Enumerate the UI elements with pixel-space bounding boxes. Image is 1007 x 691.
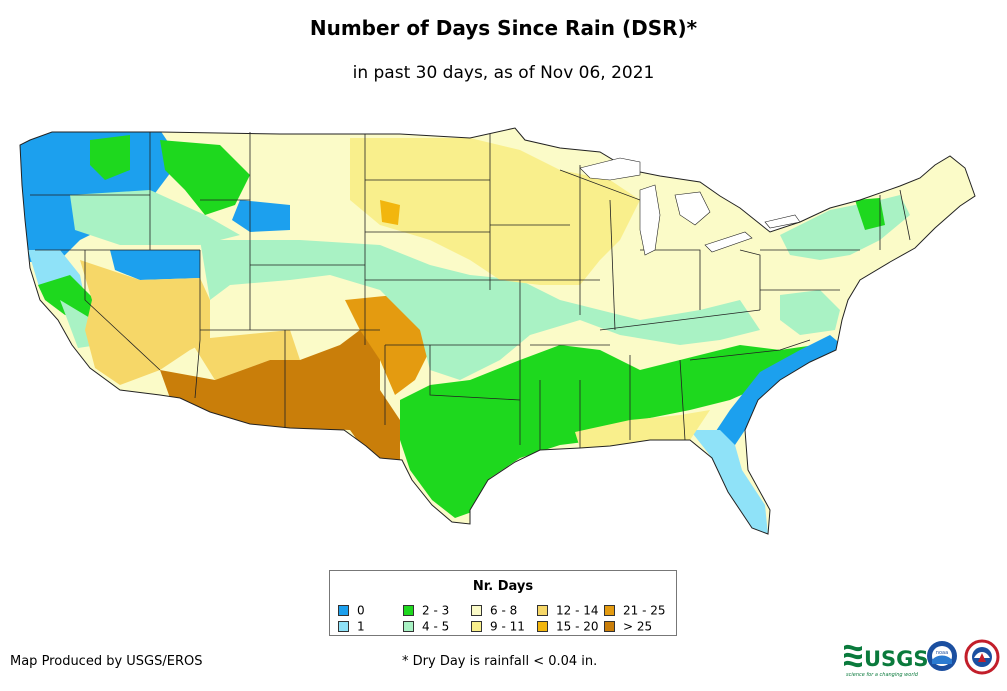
legend-label: > 25 [623,619,653,634]
region-idaho-0 [232,200,290,232]
usgs-logo: USGS science for a changing world [844,644,929,678]
logos-svg: USGS science for a changing world noaa [844,639,1000,678]
legend-label: 15 - 20 [556,619,599,634]
region-calcoast-2 [38,275,95,318]
noaa-logo: noaa [927,641,957,671]
great-lake-ontario [764,214,801,229]
great-lake-erie [704,231,753,253]
legend-item-8: 21 - 25 [604,604,666,617]
legend-swatch [403,621,414,632]
credit-text: Map Produced by USGS/EROS [10,654,203,669]
legend-swatch [471,621,482,632]
legend-swatch [604,621,615,632]
legend-item-5: 9 - 11 [471,620,525,633]
legend-swatch [338,605,349,616]
region-gulf-yellow [575,410,710,448]
legend-swatch [338,621,349,632]
state-boundaries [19,127,976,535]
region-midwest-yellow [350,138,640,285]
legend-label: 12 - 14 [556,603,599,618]
region-pnw-green [90,135,130,180]
map-title: Number of Days Since Rain (DSR)* [309,16,698,40]
legend-label: 1 [357,619,365,634]
region-az-brown [160,330,400,460]
us-map-svg [19,127,976,535]
legend-label: 9 - 11 [490,619,525,634]
legend-item-9: > 25 [604,620,652,633]
legend-item-4: 6 - 8 [471,604,517,617]
region-nevada-gold [80,260,210,385]
legend-item-6: 12 - 14 [537,604,599,617]
legend-label: 0 [357,603,365,618]
usgs-text: USGS [864,647,929,671]
noaa-text: noaa [936,650,948,656]
legend-label: 21 - 25 [623,603,666,618]
region-az-gold [190,330,300,380]
legend-item-7: 15 - 20 [537,620,599,633]
map-subtitle: in past 30 days, as of Nov 06, 2021 [352,63,655,83]
legend-label: 4 - 5 [422,619,450,634]
great-lake-huron [674,191,711,226]
legend-swatch [403,605,414,616]
legend-swatch [471,605,482,616]
legend-label: 6 - 8 [490,603,518,618]
agency-logos: USGS science for a changing world noaa [842,636,1002,680]
nws-logo [964,639,1000,675]
legend-label: 2 - 3 [422,603,450,618]
region-florida-lightblue [690,430,768,534]
usgs-tagline: science for a changing world [846,672,919,678]
region-nev-0 [110,250,200,280]
region-ne-green [855,198,885,230]
region-nd-orange [380,200,400,225]
legend-swatch [537,605,548,616]
legend-item-2: 2 - 3 [403,604,449,617]
legend-item-1: 1 [338,620,365,633]
great-lake-michigan [639,184,661,256]
region-idaho-green [160,140,250,215]
legend-swatch [537,621,548,632]
region-rockies-lightgreen [200,240,760,380]
us-map [0,120,1007,550]
map-legend: Nr. Days 0 1 2 - 3 4 - 5 6 - 8 9 - 11 12… [329,570,677,636]
region-va-lightgreen [780,290,840,335]
region-pnw-lightgreen [70,190,240,245]
legend-title: Nr. Days [472,579,534,594]
legend-swatch [604,605,615,616]
legend-item-0: 0 [338,604,365,617]
legend-item-3: 4 - 5 [403,620,449,633]
great-lake-superior [579,157,641,181]
dry-day-note: * Dry Day is rainfall < 0.04 in. [402,654,598,669]
